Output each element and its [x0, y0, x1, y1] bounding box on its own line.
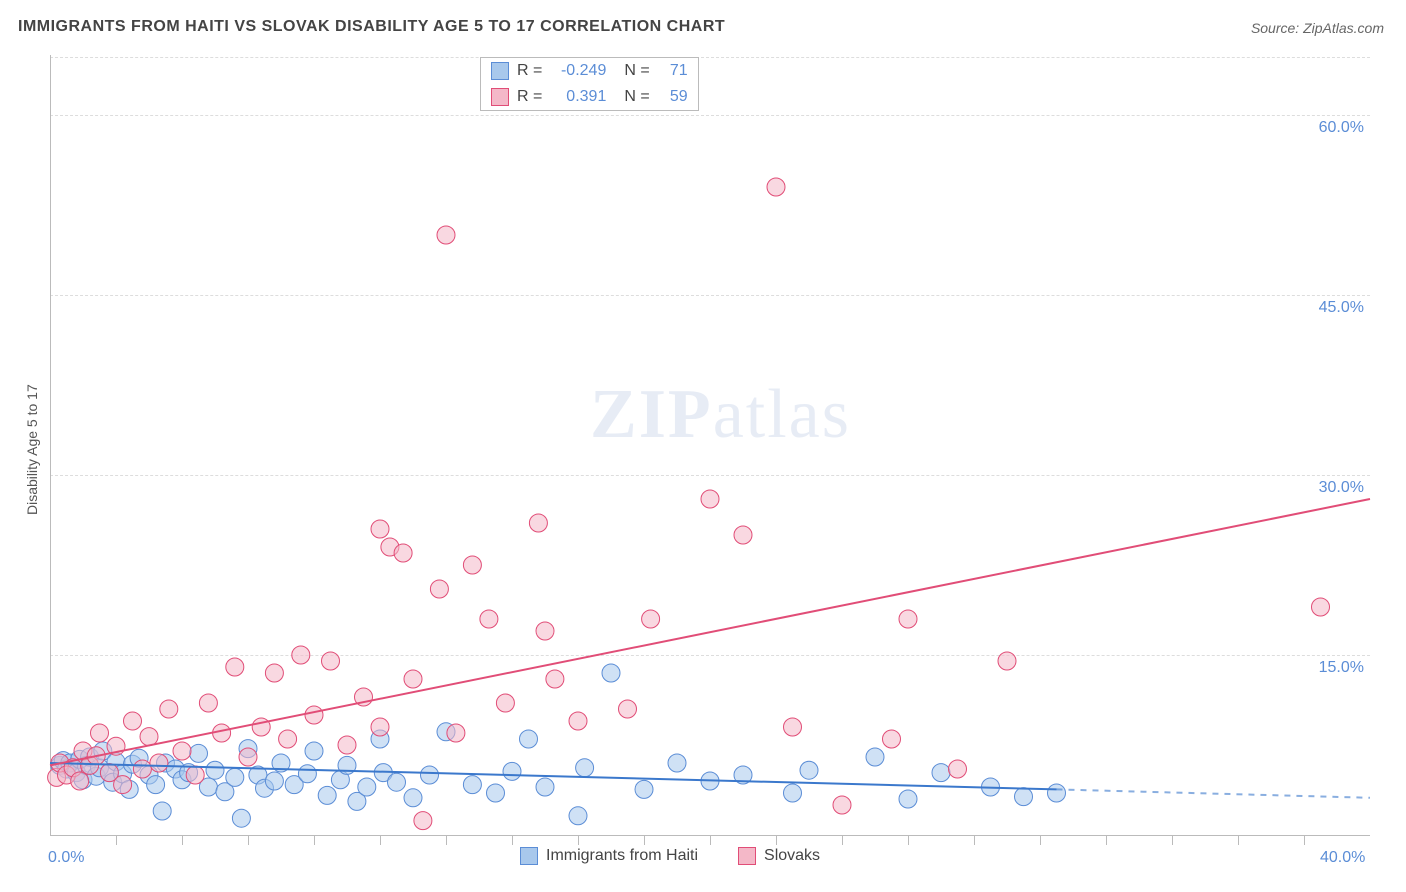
legend-item-slovaks: Slovaks: [738, 847, 820, 865]
y-tick-label: 30.0%: [1319, 479, 1364, 497]
chart-container: IMMIGRANTS FROM HAITI VS SLOVAK DISABILI…: [0, 0, 1406, 892]
legend-label-haiti: Immigrants from Haiti: [546, 847, 698, 865]
stats-r-label-2: R =: [517, 88, 542, 106]
stats-row-haiti: R = -0.249 N = 71: [481, 58, 698, 84]
y-tick-label: 60.0%: [1319, 119, 1364, 137]
source-label: Source:: [1251, 20, 1303, 36]
stats-r-value-2: 0.391: [550, 88, 606, 106]
plot-area: ZIPatlas 15.0%30.0%45.0%60.0% R = -0.249…: [50, 55, 1370, 835]
legend-swatch-slovaks: [738, 847, 756, 865]
stats-n-value-2: 59: [658, 88, 688, 106]
y-tick-label: 45.0%: [1319, 299, 1364, 317]
stats-r-label-1: R =: [517, 62, 542, 80]
legend-item-haiti: Immigrants from Haiti: [520, 847, 698, 865]
chart-title: IMMIGRANTS FROM HAITI VS SLOVAK DISABILI…: [18, 18, 725, 36]
y-axis-label: Disability Age 5 to 17: [24, 384, 40, 515]
chart-source: Source: ZipAtlas.com: [1251, 20, 1384, 36]
source-name: ZipAtlas.com: [1303, 20, 1384, 36]
stats-n-label-1: N =: [624, 62, 649, 80]
legend: Immigrants from Haiti Slovaks: [520, 847, 820, 865]
y-tick-label: 15.0%: [1319, 659, 1364, 677]
legend-label-slovaks: Slovaks: [764, 847, 820, 865]
stats-row-slovaks: R = 0.391 N = 59: [481, 84, 698, 110]
x-origin-label: 0.0%: [48, 849, 84, 867]
swatch-haiti: [491, 62, 509, 80]
stats-box: R = -0.249 N = 71 R = 0.391 N = 59: [480, 57, 699, 111]
x-max-label: 40.0%: [1320, 849, 1365, 867]
stats-r-value-1: -0.249: [550, 62, 606, 80]
trend-lines: [50, 55, 1370, 835]
stats-n-label-2: N =: [624, 88, 649, 106]
swatch-slovaks: [491, 88, 509, 106]
stats-n-value-1: 71: [658, 62, 688, 80]
legend-swatch-haiti: [520, 847, 538, 865]
